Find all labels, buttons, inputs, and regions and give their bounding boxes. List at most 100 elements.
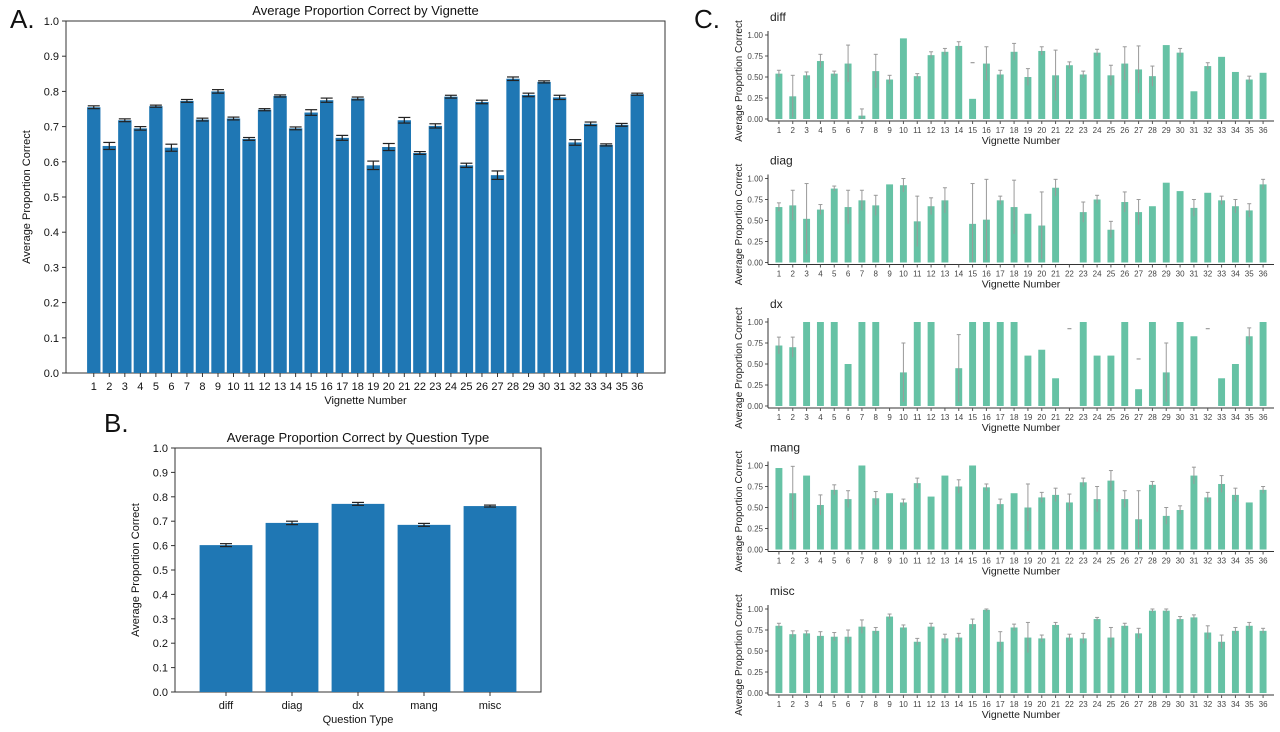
facet-mang-bar bbox=[1052, 494, 1060, 550]
facet-diag-bar bbox=[886, 184, 894, 263]
facet-misc-bar bbox=[913, 641, 921, 693]
facet-misc-bar bbox=[969, 624, 977, 693]
facet-misc-x-tick-label: 36 bbox=[1259, 700, 1268, 709]
bar-a bbox=[335, 137, 349, 373]
facet-mang-x-tick-label: 17 bbox=[996, 557, 1005, 566]
facet-mang-bar bbox=[955, 486, 963, 550]
facet-misc-x-tick-label: 18 bbox=[1010, 700, 1019, 709]
bar-a bbox=[226, 118, 241, 373]
bar-b bbox=[265, 522, 319, 692]
facet-diff-x-tick-label: 33 bbox=[1217, 126, 1226, 135]
facet-dx-bar bbox=[816, 322, 824, 406]
facet-misc-bar bbox=[1065, 637, 1073, 693]
facet-diag-x-tick-label: 14 bbox=[954, 270, 963, 279]
facet-mang-bar bbox=[789, 493, 797, 550]
facet-diag-y-tick-label: 0.00 bbox=[747, 259, 763, 268]
bar-a bbox=[459, 165, 474, 373]
facet-diag-x-tick-label: 12 bbox=[927, 270, 936, 279]
facet-misc-bar bbox=[955, 637, 963, 693]
facet-mang-bar bbox=[1010, 493, 1018, 550]
facet-diff-x-tick-label: 21 bbox=[1051, 126, 1060, 135]
x-axis-label-b: Question Type bbox=[323, 714, 394, 726]
bar-a bbox=[506, 78, 520, 373]
facet-misc-bar bbox=[803, 633, 811, 693]
facet-diag-x-tick-label: 27 bbox=[1134, 270, 1143, 279]
facet-dx-x-tick-label: 1 bbox=[777, 413, 782, 422]
facet-diff-bar bbox=[1024, 77, 1032, 119]
facet-dx-x-tick-label: 3 bbox=[804, 413, 809, 422]
facet-dx-x-tick-label: 4 bbox=[818, 413, 823, 422]
facet-mang-bar bbox=[1065, 502, 1073, 550]
facet-diff-bar bbox=[996, 74, 1004, 119]
x-tick-label-a: 14 bbox=[290, 381, 302, 393]
facet-diag-bar bbox=[1107, 229, 1115, 263]
y-tick-label-b: 0.8 bbox=[153, 492, 168, 504]
facet-dx-x-tick-label: 18 bbox=[1010, 413, 1019, 422]
facet-diff-x-tick-label: 16 bbox=[982, 126, 991, 135]
facet-misc-x-tick-label: 32 bbox=[1203, 700, 1212, 709]
facet-mang-x-tick-label: 8 bbox=[874, 557, 879, 566]
facet-diff-bar bbox=[1218, 56, 1226, 119]
facet-dx-x-tick-label: 31 bbox=[1189, 413, 1198, 422]
facet-misc-bar bbox=[996, 641, 1004, 693]
facet-misc-x-tick-label: 12 bbox=[927, 700, 936, 709]
facet-misc-x-tick-label: 22 bbox=[1065, 700, 1074, 709]
x-tick-label-a: 31 bbox=[553, 381, 565, 393]
facet-diff-y-axis-label: Average Proportion Correct bbox=[734, 20, 745, 142]
facet-dx-bar bbox=[1218, 378, 1226, 406]
y-tick-label-a: 0.4 bbox=[44, 227, 59, 239]
facet-diag-y-tick-label: 1.00 bbox=[747, 175, 763, 184]
facet-diff-bar bbox=[803, 75, 811, 119]
facet-misc-title: misc bbox=[770, 584, 795, 598]
facet-misc-y-tick-label: 1.00 bbox=[747, 605, 763, 614]
facet-diag-x-tick-label: 30 bbox=[1176, 270, 1185, 279]
facet-misc-bar bbox=[1135, 633, 1143, 693]
facet-dx-y-tick-label: 1.00 bbox=[747, 318, 763, 327]
y-tick-label-a: 0.5 bbox=[44, 192, 59, 204]
facet-diag-x-tick-label: 32 bbox=[1203, 270, 1212, 279]
facet-misc-y-tick-label: 0.00 bbox=[747, 689, 763, 698]
facet-diag-bar bbox=[844, 207, 852, 263]
facet-mang-x-tick-label: 35 bbox=[1245, 557, 1254, 566]
facet-diag-bar bbox=[899, 185, 907, 263]
x-tick-label-a: 15 bbox=[305, 381, 317, 393]
facet-diag-bar bbox=[1135, 212, 1143, 263]
y-tick-label-b: 0.0 bbox=[153, 687, 168, 699]
facet-mang-bar bbox=[775, 468, 783, 550]
bar-b bbox=[199, 545, 253, 692]
facet-misc-x-tick-label: 28 bbox=[1148, 700, 1157, 709]
facet-misc-x-tick-label: 25 bbox=[1106, 700, 1115, 709]
facet-diff-bar bbox=[955, 45, 963, 119]
facet-mang-y-tick-label: 0.50 bbox=[747, 504, 763, 513]
facet-diff-x-tick-label: 11 bbox=[913, 126, 922, 135]
facet-misc-x-tick-label: 3 bbox=[804, 700, 809, 709]
y-tick-label-b: 0.4 bbox=[153, 589, 168, 601]
facet-dx-bar bbox=[1024, 355, 1032, 406]
facet-misc-y-tick-label: 0.75 bbox=[747, 626, 763, 635]
facet-diag-bar bbox=[1162, 182, 1170, 263]
x-tick-label-a: 21 bbox=[398, 381, 410, 393]
facet-mang-bar bbox=[941, 475, 949, 550]
panel-label-a: A. bbox=[10, 4, 35, 34]
facet-dx-x-tick-label: 22 bbox=[1065, 413, 1074, 422]
facet-misc-bar bbox=[1259, 630, 1267, 693]
facet-diag-x-tick-label: 15 bbox=[968, 270, 977, 279]
y-tick-label-b: 0.2 bbox=[153, 638, 168, 650]
facet-diag-x-tick-label: 21 bbox=[1051, 270, 1060, 279]
facet-dx-x-tick-label: 33 bbox=[1217, 413, 1226, 422]
facet-dx-x-tick-label: 34 bbox=[1231, 413, 1240, 422]
bar-a bbox=[428, 125, 443, 374]
facet-diag-x-tick-label: 10 bbox=[899, 270, 908, 279]
facet-dx-y-tick-label: 0.00 bbox=[747, 402, 763, 411]
facet-dx-y-tick-label: 0.50 bbox=[747, 360, 763, 369]
facet-diag-bar bbox=[816, 209, 824, 263]
x-tick-label-a: 36 bbox=[631, 381, 643, 393]
facet-diag-bar bbox=[1093, 199, 1101, 263]
y-tick-label-a: 0.2 bbox=[44, 298, 59, 310]
facet-mang-x-tick-label: 16 bbox=[982, 557, 991, 566]
facet-mang-x-tick-label: 7 bbox=[860, 557, 865, 566]
facet-misc-x-tick-label: 23 bbox=[1079, 700, 1088, 709]
facet-misc-bar bbox=[1162, 610, 1170, 693]
facet-misc-x-tick-label: 14 bbox=[954, 700, 963, 709]
x-tick-label-a: 22 bbox=[414, 381, 426, 393]
